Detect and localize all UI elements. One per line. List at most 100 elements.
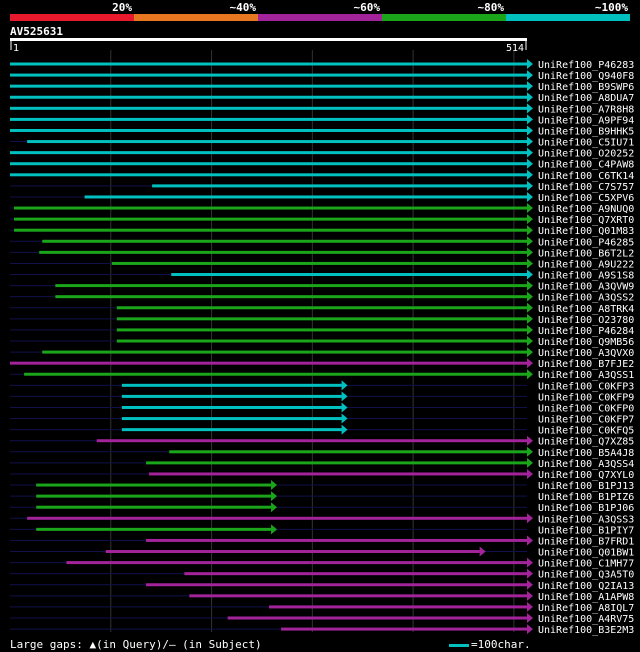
hit-bar — [116, 317, 527, 321]
hit-label: UniRef100_P46285 — [538, 237, 634, 248]
hit-bar — [121, 428, 342, 432]
hit-arrow — [527, 158, 533, 169]
hit-arrow — [527, 169, 533, 180]
hit-arrow — [527, 114, 533, 125]
hit-arrow — [527, 147, 533, 158]
hit-arrow — [527, 302, 533, 313]
legend-label: ~60% — [353, 1, 381, 14]
hit-bar — [10, 106, 527, 110]
query-start-label: 1 — [13, 43, 19, 54]
hit-arrow — [527, 136, 533, 147]
hit-bar — [36, 483, 272, 487]
hit-bar — [24, 372, 527, 376]
query-name: AV525631 — [10, 25, 63, 38]
hit-label: UniRef100_A3QSS2 — [538, 293, 634, 304]
hit-label: UniRef100_A3QSS1 — [538, 370, 634, 381]
hit-arrow — [527, 601, 533, 612]
hit-label: UniRef100_Q2IA13 — [538, 581, 634, 592]
scale-label: =100char. — [471, 638, 531, 651]
hit-bar — [14, 206, 527, 210]
hit-bar — [55, 295, 527, 299]
hit-label: UniRef100_Q7XYL0 — [538, 470, 634, 481]
hit-label: UniRef100_B7FJE2 — [538, 359, 634, 370]
hit-label: UniRef100_A4RV75 — [538, 614, 634, 625]
query-end-label: 514 — [506, 43, 524, 54]
hit-arrow — [527, 568, 533, 579]
legend-label: 20% — [112, 1, 132, 14]
legend-segment — [506, 14, 630, 21]
hit-label: UniRef100_C4PAW8 — [538, 160, 634, 171]
hit-arrow — [527, 269, 533, 280]
hit-arrow — [527, 103, 533, 114]
hit-bar — [10, 128, 527, 132]
hit-arrow — [527, 446, 533, 457]
hit-label: UniRef100_A9PF94 — [538, 115, 634, 126]
hit-arrow — [527, 358, 533, 369]
hit-bar — [96, 439, 527, 443]
hit-label: UniRef100_C7S757 — [538, 182, 634, 193]
hit-bar — [169, 450, 527, 454]
hit-bar — [55, 284, 527, 288]
hit-label: UniRef100_A9NUQ0 — [538, 204, 634, 215]
hit-label: UniRef100_Q7XZ85 — [538, 437, 634, 448]
hit-arrow — [271, 502, 278, 513]
hit-label: UniRef100_C0KFP7 — [538, 415, 634, 426]
hit-bar — [171, 273, 527, 277]
hit-bar — [121, 417, 342, 421]
hit-label: UniRef100_B5A4J8 — [538, 448, 634, 459]
hit-bar — [146, 583, 528, 587]
hit-arrow — [527, 513, 533, 524]
hit-arrow — [341, 402, 348, 413]
hit-label: UniRef100_B3E2M3 — [538, 625, 634, 636]
hit-bar — [10, 62, 527, 66]
hit-label: UniRef100_C1MH77 — [538, 559, 634, 570]
hit-bar — [146, 461, 528, 465]
hit-label: UniRef100_A3QVX0 — [538, 348, 634, 359]
hit-label: UniRef100_C0KFP0 — [538, 403, 634, 414]
hit-label: UniRef100_Q01M83 — [538, 226, 634, 237]
hit-label: UniRef100_A8IQL7 — [538, 603, 634, 614]
hit-bar — [27, 516, 527, 520]
hit-arrow — [527, 203, 533, 214]
hit-arrow — [527, 125, 533, 136]
hit-label: UniRef100_C0KFP9 — [538, 392, 634, 403]
hit-bar — [116, 328, 527, 332]
hit-bar — [42, 350, 527, 354]
hit-arrow — [527, 280, 533, 291]
hit-arrow — [527, 624, 533, 635]
hit-label: UniRef100_A3QVW9 — [538, 282, 634, 293]
hit-arrow — [527, 258, 533, 269]
hit-label: UniRef100_B1PJ13 — [538, 481, 634, 492]
hit-label: UniRef100_C0KFQ5 — [538, 426, 634, 437]
hit-label: UniRef100_C6TK14 — [538, 171, 634, 182]
hit-label: UniRef100_C5XPV6 — [538, 193, 634, 204]
query-bar — [10, 38, 527, 41]
hit-bar — [10, 361, 527, 365]
hit-arrow — [527, 180, 533, 191]
hit-arrow — [527, 435, 533, 446]
hit-bar — [189, 594, 527, 598]
hit-label: UniRef100_B1PIY7 — [538, 525, 634, 536]
hit-label: UniRef100_B6T2L2 — [538, 248, 634, 259]
hit-label: UniRef100_Q3A5T0 — [538, 570, 634, 581]
hit-arrow — [527, 214, 533, 225]
hit-label: UniRef100_A9S1S8 — [538, 271, 634, 282]
legend-label: ~40% — [229, 1, 257, 14]
hit-bar — [27, 140, 527, 144]
hit-arrow — [341, 391, 348, 402]
hit-label: UniRef100_B9SWP6 — [538, 82, 634, 93]
hit-bar — [152, 184, 527, 188]
hit-arrow — [527, 81, 533, 92]
hit-arrow — [527, 59, 533, 69]
hit-arrow — [527, 590, 533, 601]
legend-segment — [10, 14, 134, 21]
hit-label: UniRef100_C0KFP3 — [538, 381, 634, 392]
hit-label: UniRef100_B1PJ06 — [538, 503, 634, 514]
hit-arrow — [527, 70, 533, 81]
hit-bar — [36, 494, 272, 498]
hit-arrow — [527, 557, 533, 568]
hit-label: UniRef100_A3QSS4 — [538, 459, 634, 470]
hit-arrow — [527, 369, 533, 380]
hit-bar — [10, 84, 527, 88]
hit-bar — [269, 605, 527, 609]
